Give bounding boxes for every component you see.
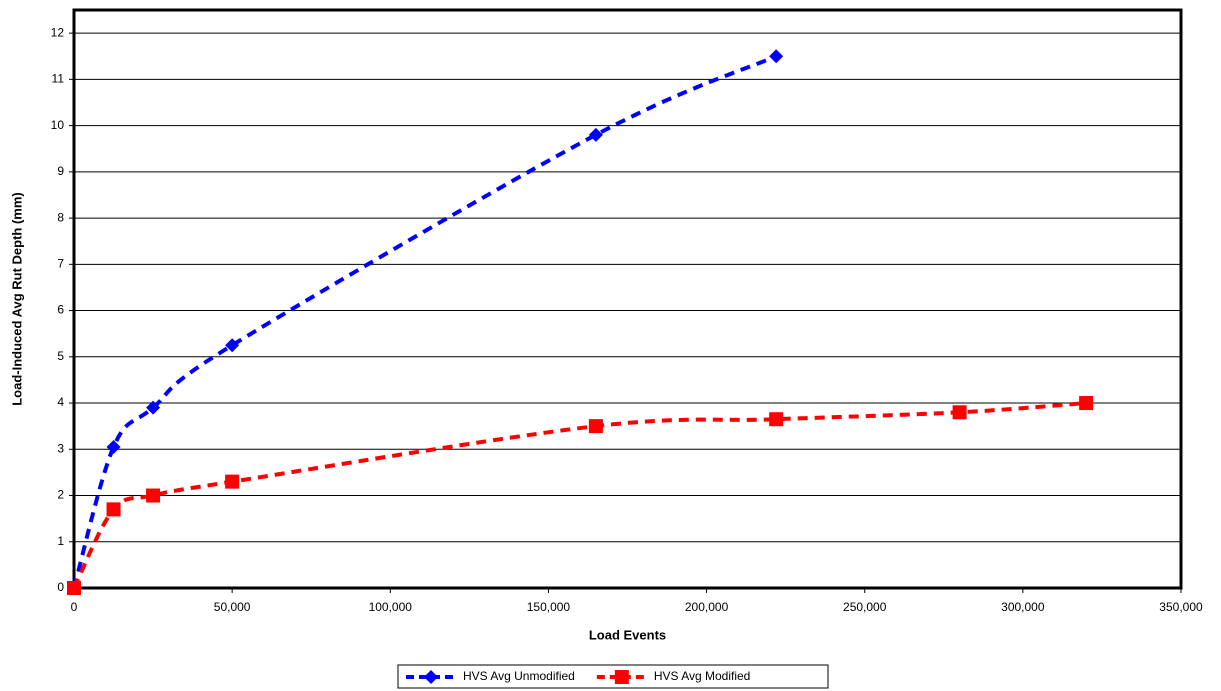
legend-marker [424,670,438,684]
x-tick-label: 150,000 [527,600,571,614]
y-tick-label: 10 [51,118,65,132]
data-point [67,581,81,595]
data-point [146,488,161,503]
y-tick-label: 8 [57,210,64,224]
y-tick-label: 4 [57,395,64,409]
data-point [588,419,603,434]
data-point [225,338,240,353]
data-point [952,405,967,420]
y-tick-label: 7 [57,256,64,270]
y-tick-label: 12 [51,25,65,39]
y-tick-label: 2 [57,488,64,502]
x-tick-label: 100,000 [369,600,413,614]
x-tick-label: 0 [71,600,78,614]
data-point [146,400,161,415]
legend: HVS Avg Unmodified HVS Avg Modified [397,664,829,689]
data-point [225,474,240,489]
y-tick-label: 9 [57,164,64,178]
y-tick-label: 11 [52,72,65,86]
data-point [769,49,784,64]
y-axis-title: Load-Induced Avg Rut Depth (mm) [9,192,24,406]
y-tick-label: 6 [57,303,64,317]
x-tick-label: 300,000 [1001,600,1045,614]
data-point [769,412,784,427]
y-tick-label: 0 [57,580,64,594]
data-point [588,127,603,142]
plot-area [72,8,1183,590]
x-tick-label: 50,000 [214,600,251,614]
x-tick-label: 200,000 [685,600,729,614]
x-axis-title: Load Events [589,627,666,642]
data-point [106,502,121,517]
data-point [106,439,121,454]
legend-label: HVS Avg Unmodified [463,669,575,683]
trend-line [72,54,777,589]
legend-marker [614,670,629,684]
x-tick-label: 250,000 [843,600,887,614]
legend-label: HVS Avg Modified [654,669,751,683]
x-tick-label: 350,000 [1159,600,1203,614]
data-point [1079,396,1094,411]
y-tick-label: 5 [57,349,64,363]
y-tick-label: 1 [57,534,64,548]
y-tick-label: 3 [57,441,64,455]
trend-line [72,401,1087,589]
